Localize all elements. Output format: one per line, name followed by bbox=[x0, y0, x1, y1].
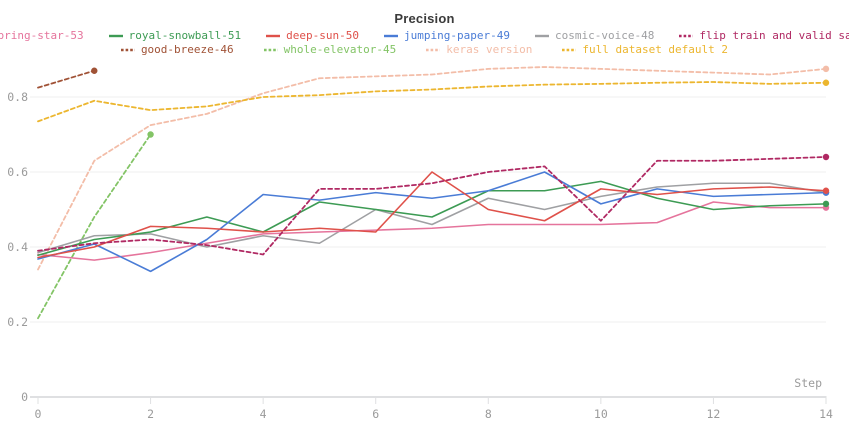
x-tick-label: 12 bbox=[706, 407, 720, 421]
legend-swatch-icon bbox=[266, 34, 281, 37]
legend-row-2: good-breeze-46 whole-elevator-45 keras ver… bbox=[0, 43, 849, 56]
x-axis-label: Step bbox=[794, 376, 822, 390]
x-tick-label: 14 bbox=[819, 407, 833, 421]
legend-item-deep-sun-50[interactable]: deep-sun-50 bbox=[266, 29, 359, 42]
series-line-full-dataset-default-2 bbox=[37, 81, 827, 123]
legend-label: jumping-paper-49 bbox=[404, 29, 510, 42]
legend-swatch-icon bbox=[562, 48, 577, 51]
x-tick-label: 10 bbox=[594, 407, 608, 421]
legend-label: cosmic-voice-48 bbox=[555, 29, 655, 42]
legend-swatch-icon bbox=[535, 34, 549, 37]
series-end-dot-full-dataset-default-2 bbox=[822, 79, 830, 86]
legend-swatch-icon bbox=[679, 34, 694, 37]
y-tick-label: 0.6 bbox=[7, 165, 28, 179]
legend-label: deep-sun-50 bbox=[286, 29, 360, 42]
y-tick-label: 0 bbox=[21, 390, 28, 404]
legend-swatch-icon bbox=[120, 48, 135, 51]
series-line-spring-star-53 bbox=[37, 201, 827, 261]
legend-item-whole-elevator-45[interactable]: whole-elevator-45 bbox=[263, 43, 397, 56]
legend-label: whole-elevator-45 bbox=[283, 43, 397, 56]
legend-swatch-icon bbox=[263, 48, 278, 51]
legend-item-royal-snowball-51[interactable]: royal-snowball-51 bbox=[108, 29, 242, 42]
series-end-dot-flip-train-and-valid-sample bbox=[822, 153, 830, 161]
series-line-keras-version bbox=[37, 66, 827, 271]
legend-label: flip train and valid sample bbox=[699, 29, 849, 42]
series-line-cosmic-voice-48 bbox=[37, 182, 827, 254]
legend-item-spring-star-53[interactable]: spring-star-53 bbox=[0, 29, 84, 42]
series-line-royal-snowball-51 bbox=[37, 180, 827, 257]
series-end-dot-royal-snowball-51 bbox=[822, 200, 830, 208]
legend-item-flip-train-and-valid-sample[interactable]: flip train and valid sample bbox=[679, 29, 849, 42]
x-tick-label: 0 bbox=[35, 407, 42, 421]
legend-row-1: spring-star-53 royal-snowball-51 deep-sun-… bbox=[0, 29, 849, 42]
y-tick-label: 0.2 bbox=[7, 315, 28, 329]
series-end-dot-whole-elevator-45 bbox=[147, 131, 154, 138]
series-end-dot-deep-sun-50 bbox=[822, 187, 830, 194]
legend-item-keras-version[interactable]: keras version bbox=[426, 43, 532, 56]
legend-item-full-dataset-default-2[interactable]: full dataset default 2 bbox=[562, 43, 728, 56]
series-end-dot-keras-version bbox=[822, 65, 830, 73]
x-tick-label: 4 bbox=[260, 407, 267, 421]
legend-label: spring-star-53 bbox=[0, 29, 84, 42]
series-line-jumping-paper-49 bbox=[37, 171, 827, 273]
series-end-dot-good-breeze-46 bbox=[91, 67, 98, 74]
series-line-deep-sun-50 bbox=[37, 171, 827, 259]
legend-label: keras version bbox=[446, 43, 533, 56]
legend-label: full dataset default 2 bbox=[582, 43, 729, 56]
series-line-flip-train-and-valid-sample bbox=[37, 156, 827, 256]
legend-swatch-icon bbox=[426, 48, 441, 51]
legend-item-good-breeze-46[interactable]: good-breeze-46 bbox=[120, 43, 234, 56]
legend-label: good-breeze-46 bbox=[140, 43, 234, 56]
x-tick-label: 6 bbox=[372, 407, 379, 421]
legend-label: royal-snowball-51 bbox=[128, 29, 242, 42]
legend-swatch-icon bbox=[384, 34, 399, 37]
x-tick-label: 2 bbox=[147, 407, 154, 421]
series-line-good-breeze-46 bbox=[37, 69, 96, 89]
legend-item-jumping-paper-49[interactable]: jumping-paper-49 bbox=[384, 29, 510, 42]
y-tick-label: 0.4 bbox=[7, 240, 28, 254]
x-tick-label: 8 bbox=[485, 407, 492, 421]
legend-swatch-icon bbox=[108, 34, 123, 37]
page-title: Precision bbox=[394, 11, 455, 26]
y-tick-label: 0.8 bbox=[7, 90, 28, 104]
series-line-whole-elevator-45 bbox=[37, 133, 152, 320]
legend-item-cosmic-voice-48[interactable]: cosmic-voice-48 bbox=[535, 29, 654, 42]
